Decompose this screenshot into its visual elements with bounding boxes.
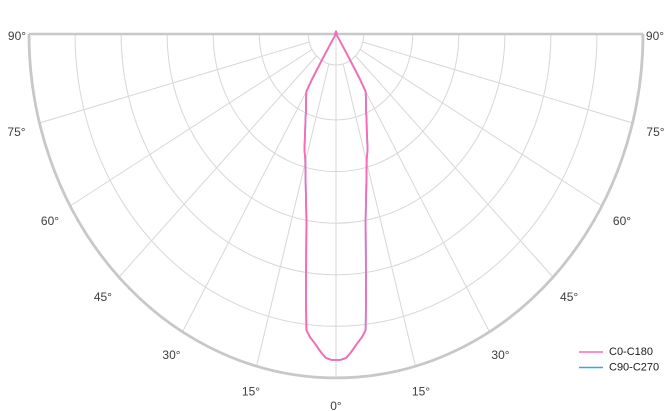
angle-label-75-left: 75°: [7, 125, 25, 139]
grid-spoke-60: [359, 49, 603, 207]
angle-label-60-left: 60°: [41, 214, 59, 228]
legend-entry-c0-c180[interactable]: C0-C180: [579, 346, 653, 358]
angle-label-60-right: 60°: [613, 214, 631, 228]
grid-spoke-30: [182, 60, 323, 333]
angle-label-30-right: 30°: [491, 348, 509, 362]
curve-c0-c180: [303, 30, 369, 362]
angle-label-15-left: 15°: [242, 385, 260, 399]
legend-label-c0-c180: C0-C180: [609, 346, 653, 358]
legend-label-c90-c270: C90-C270: [609, 362, 659, 374]
angle-label-45-right: 45°: [560, 290, 578, 304]
grid-spoke-45: [355, 55, 554, 278]
legend-entry-c90-c270[interactable]: C90-C270: [579, 362, 659, 374]
angle-label-90-left: 90°: [8, 29, 26, 43]
grid-spoke-15: [342, 63, 416, 367]
angle-labels: 0° 15° 15° 30° 30° 45° 45° 60° 60° 75° 75° 90° 90°: [7, 29, 664, 411]
grid-spoke-75: [362, 41, 633, 124]
grid-spoke-45: [118, 55, 317, 278]
polar-grid: [39, 33, 633, 378]
outer-ring: [27, 33, 645, 380]
grid-spoke-15: [256, 63, 330, 367]
legend: C0-C180 C90-C270: [579, 346, 659, 374]
angle-label-30-left: 30°: [162, 348, 180, 362]
angle-label-0-center: 0°: [330, 399, 342, 411]
angle-label-15-right: 15°: [412, 385, 430, 399]
grid-spoke-75: [39, 41, 310, 124]
grid-spoke-60: [69, 49, 313, 207]
angle-label-90-right: 90°: [646, 29, 664, 43]
angle-label-45-left: 45°: [94, 290, 112, 304]
grid-spoke-30: [349, 60, 490, 333]
angle-label-75-right: 75°: [646, 125, 664, 139]
